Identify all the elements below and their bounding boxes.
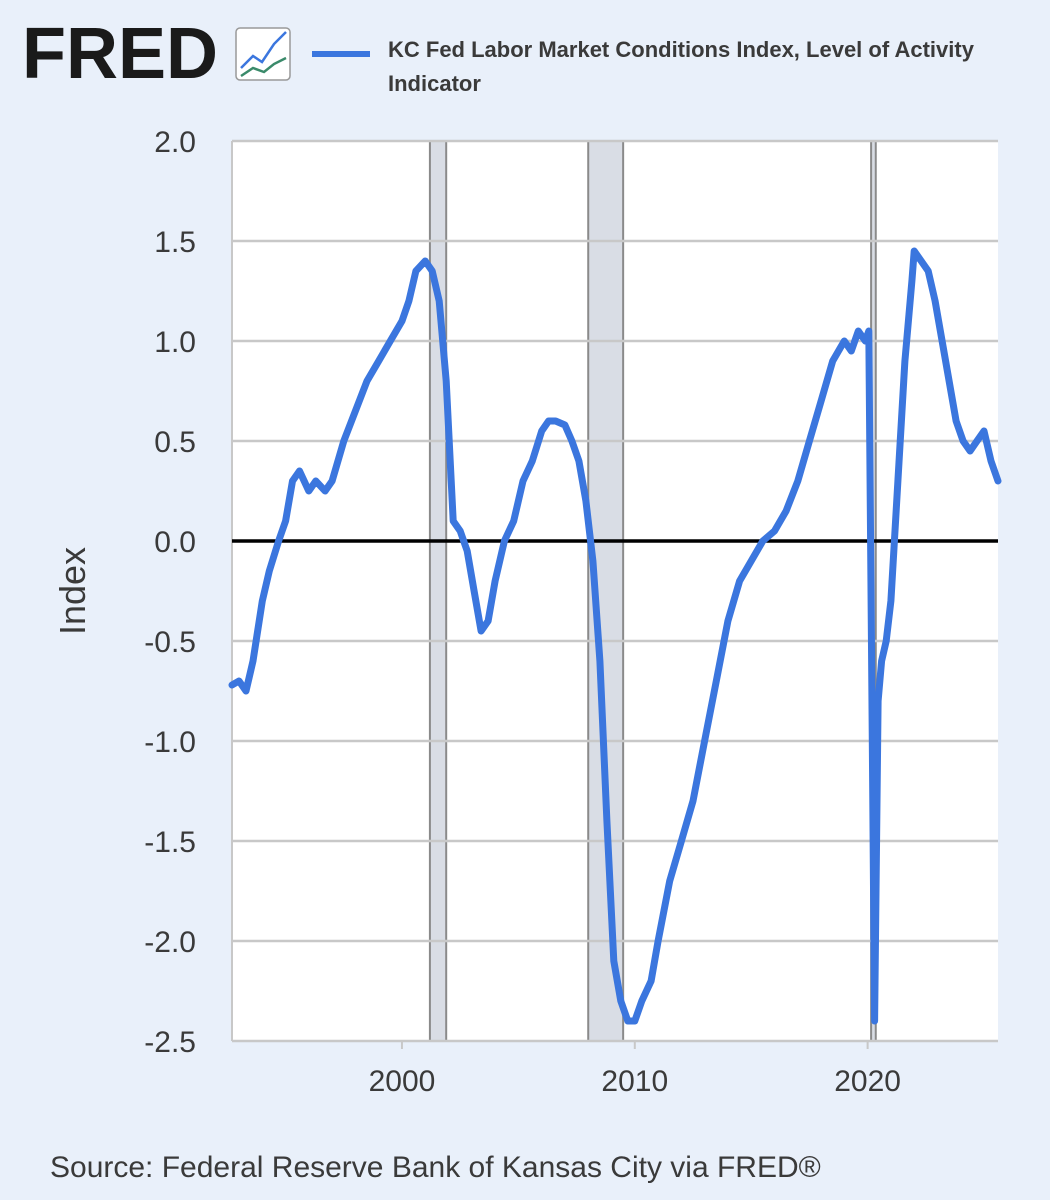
- legend: KC Fed Labor Market Conditions Index, Le…: [312, 37, 975, 96]
- line-chart-icon-line-1: [240, 31, 287, 69]
- y-tick-label: -1.5: [144, 826, 196, 859]
- x-axis-ticks: 2000 2010 2020: [369, 1041, 901, 1098]
- y-tick-label: 1.5: [154, 226, 196, 259]
- y-tick-label: -2.5: [144, 1026, 196, 1059]
- legend-label-line-2: Indicator: [388, 71, 481, 96]
- y-tick-label: -2.0: [144, 926, 196, 959]
- y-tick-label: 0.5: [154, 426, 196, 459]
- x-tick-label: 2020: [834, 1065, 901, 1098]
- source-note: Source: Federal Reserve Bank of Kansas C…: [50, 1151, 821, 1184]
- y-tick-label: 2.0: [154, 126, 196, 159]
- y-tick-label: 1.0: [154, 326, 196, 359]
- legend-label-line-1: KC Fed Labor Market Conditions Index, Le…: [388, 37, 975, 62]
- y-tick-label: -1.0: [144, 726, 196, 759]
- y-axis-label: Index: [52, 547, 93, 635]
- line-chart-icon-line-2: [240, 56, 287, 78]
- y-axis-ticks: 2.0 1.5 1.0 0.5 0.0 -0.5 -1.0 -1.5 -2.0 -2.5: [144, 126, 196, 1059]
- fred-logo[interactable]: FRED: [22, 14, 291, 94]
- y-tick-label: -0.5: [144, 626, 196, 659]
- x-tick-label: 2000: [369, 1065, 436, 1098]
- logo-text: FRED: [22, 14, 218, 94]
- y-tick-label: 0.0: [154, 526, 196, 559]
- x-tick-label: 2010: [601, 1065, 668, 1098]
- series-line: [228, 247, 1002, 1025]
